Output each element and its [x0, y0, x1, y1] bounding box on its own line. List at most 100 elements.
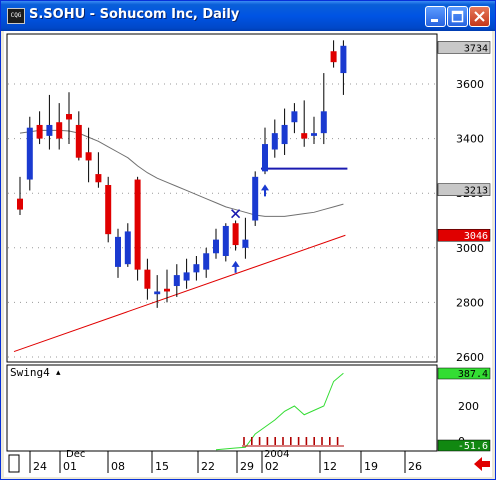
candle-body — [232, 223, 239, 246]
candle — [95, 152, 102, 188]
candle-body — [291, 111, 298, 123]
candle — [193, 255, 200, 281]
candle-body — [262, 144, 268, 172]
candle-body — [301, 133, 308, 139]
indicator-line — [215, 372, 344, 451]
close-icon — [474, 11, 485, 22]
candle — [271, 119, 278, 158]
candle-body — [85, 152, 92, 161]
candle-body — [311, 133, 317, 136]
candle-body — [193, 264, 200, 273]
candle-body — [46, 124, 53, 136]
scroll-left-arrow-icon[interactable] — [474, 457, 490, 471]
candle — [262, 127, 268, 175]
trendline-price-label-box — [437, 228, 491, 242]
candle — [115, 228, 121, 278]
candle-body — [183, 272, 190, 281]
trendline-price-label: 3046 — [464, 231, 488, 242]
candle-body — [36, 124, 43, 139]
candle — [56, 103, 63, 150]
x-day-label: 01 — [63, 460, 77, 473]
candle — [301, 100, 308, 147]
candle-body — [56, 122, 63, 139]
title-bar[interactable]: CQG S.SOHU - Sohucom Inc, Daily — [1, 1, 495, 31]
x-day-label: 22 — [201, 460, 215, 473]
x-day-label: 26 — [408, 460, 422, 473]
price-tick-label: 3400 — [456, 133, 484, 146]
candle — [340, 40, 347, 95]
minimize-icon — [431, 19, 438, 22]
candle — [85, 127, 92, 183]
candle-body — [340, 45, 347, 74]
candle — [17, 176, 23, 216]
candle — [242, 217, 249, 259]
candle — [173, 264, 180, 297]
app-icon[interactable]: CQG — [7, 8, 25, 24]
candle — [222, 223, 229, 262]
candle-body — [222, 225, 229, 256]
candle — [75, 111, 82, 161]
candle-body — [75, 124, 82, 158]
candle-body — [17, 198, 23, 210]
moving-average-line — [19, 129, 344, 217]
x-day-label: 12 — [323, 460, 337, 473]
candle-body — [320, 111, 327, 134]
candle — [252, 171, 259, 226]
candle-body — [134, 179, 141, 270]
candle — [36, 111, 43, 145]
candle-body — [242, 239, 249, 248]
candle-body — [252, 176, 259, 221]
maximize-icon — [451, 10, 464, 23]
price-chart[interactable]: 360034003200300028002600373432133046 200… — [4, 31, 492, 477]
indicator-bottom-box — [437, 439, 491, 452]
indicator-top-label: 387.4 — [458, 369, 488, 380]
indicator-pane[interactable] — [6, 364, 438, 452]
candle-body — [115, 236, 121, 267]
candle-body — [26, 127, 33, 180]
chart-area[interactable]: 360034003200300028002600373432133046 200… — [4, 31, 492, 477]
x-day-label: 24 — [33, 460, 47, 473]
candle — [232, 220, 239, 251]
last-price-label: 3734 — [464, 43, 488, 54]
candle-body — [154, 291, 161, 295]
price-tick-label: 2600 — [456, 351, 484, 364]
candle — [183, 258, 190, 289]
scroll-box[interactable] — [8, 454, 20, 473]
candle-body — [213, 239, 219, 254]
x-day-label: 19 — [364, 460, 378, 473]
candle-body — [124, 231, 131, 265]
window-title: S.SOHU - Sohucom Inc, Daily — [29, 7, 240, 22]
up-arrow-icon — [231, 260, 240, 273]
indicator-top-box — [437, 367, 491, 380]
trendline — [13, 234, 346, 353]
maximize-button[interactable] — [447, 6, 468, 27]
candle-body — [66, 114, 72, 120]
close-button[interactable] — [469, 6, 490, 27]
up-arrow-icon — [261, 184, 269, 197]
candle — [144, 258, 151, 300]
candle — [124, 223, 131, 267]
candle — [46, 94, 53, 150]
price-tick-label: 3600 — [456, 78, 484, 91]
candle-body — [330, 51, 337, 63]
x-day-label: 08 — [111, 460, 125, 473]
x-day-label: 29 — [240, 460, 254, 473]
minimize-button[interactable] — [425, 6, 446, 27]
candle — [134, 176, 141, 281]
x-marker-icon — [231, 209, 241, 219]
candle — [105, 176, 112, 243]
candle-body — [95, 174, 102, 183]
indicator-marker: ▴ — [56, 368, 61, 378]
x-day-label: 02 — [265, 460, 279, 473]
candle-body — [281, 124, 288, 145]
candle-body — [173, 275, 180, 287]
candle — [330, 40, 337, 68]
indicator-tick-label: 200 — [458, 400, 479, 413]
candle — [66, 92, 72, 145]
x-month-label: 2004 — [264, 449, 289, 460]
price-tick-label: 2800 — [456, 296, 484, 309]
candle — [291, 103, 298, 134]
candle — [281, 108, 288, 155]
candle — [164, 269, 170, 303]
price-pane[interactable] — [6, 33, 438, 363]
